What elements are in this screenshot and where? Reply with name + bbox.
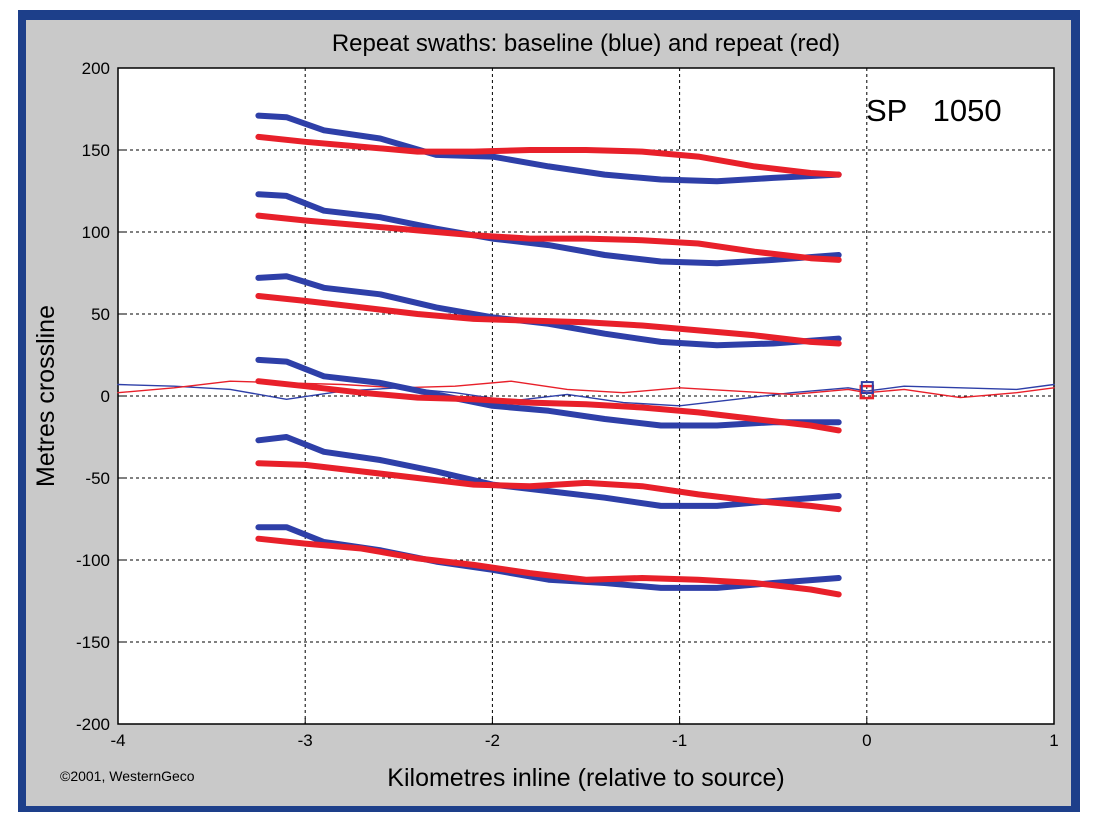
repeat-thick-line-6 [255, 133, 842, 178]
x-tick-label: -4 [110, 731, 125, 750]
y-tick-label: -150 [76, 633, 110, 652]
x-tick-label: 1 [1049, 731, 1058, 750]
y-tick-label: 100 [82, 223, 110, 242]
x-tick-label: -3 [298, 731, 313, 750]
y-tick-label: -200 [76, 715, 110, 734]
shotpoint-annotation: SP 1050 [866, 93, 1002, 128]
y-ticks: 200 150 100 50 0 -50 -100 -150 -200 [76, 59, 124, 734]
x-tick-label: -1 [672, 731, 687, 750]
baseline-thin-line-12 [117, 383, 1055, 407]
repeat-thick-line-9 [255, 378, 842, 434]
y-tick-label: -50 [85, 469, 110, 488]
x-ticks: -4 -3 -2 -1 0 1 [110, 718, 1059, 750]
baseline-thick-line-3 [255, 356, 842, 429]
y-tick-label: 0 [101, 387, 110, 406]
repeat-thick-line-7 [255, 212, 842, 263]
x-tick-label: -2 [485, 731, 500, 750]
y-tick-label: 50 [91, 305, 110, 324]
x-tick-label: 0 [862, 731, 871, 750]
repeat-thick-line-8 [255, 293, 842, 347]
x-axis-label: Kilometres inline (relative to source) [387, 764, 784, 792]
copyright-notice: ©2001, WesternGeco [60, 768, 195, 784]
repeat-thick-line-11 [255, 535, 842, 598]
y-tick-label: -100 [76, 551, 110, 570]
y-tick-label: 200 [82, 59, 110, 78]
y-axis-label: Metres crossline [32, 305, 60, 487]
repeat-thick-line-10 [255, 460, 842, 513]
y-tick-label: 150 [82, 141, 110, 160]
baseline-thick-line-0 [255, 112, 842, 185]
series-group [117, 112, 1055, 598]
source-marker-baseline [860, 381, 874, 395]
baseline-thick-line-1 [255, 191, 842, 267]
chart-title: Repeat swaths: baseline (blue) and repea… [332, 30, 840, 57]
